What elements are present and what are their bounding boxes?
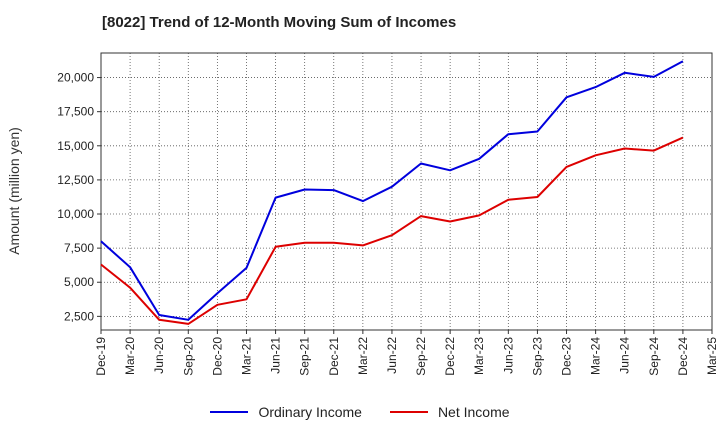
series-line-net-income xyxy=(100,136,684,325)
y-tick-label: 17,500 xyxy=(57,105,94,119)
x-tick-label: Dec-21 xyxy=(327,337,341,376)
x-tick-label: Dec-20 xyxy=(210,337,224,376)
x-tick-label: Sep-20 xyxy=(181,337,195,376)
x-tick-label: Mar-20 xyxy=(123,337,137,375)
axis-layer: Dec-19 Mar-20 Jun-20 Sep-20 Dec-20 Mar-21 Jun-… xyxy=(57,52,719,376)
x-tick-label: Sep-22 xyxy=(414,337,428,376)
x-tick-label: Mar-24 xyxy=(589,337,603,375)
x-tick-label: Dec-23 xyxy=(560,337,574,376)
chart-title: [8022] Trend of 12-Month Moving Sum of I… xyxy=(102,14,457,31)
legend-label-net-income: Net Income xyxy=(437,404,510,420)
x-tick-label: Dec-19 xyxy=(94,337,108,376)
series-line-ordinary-income xyxy=(100,60,684,321)
legend-label-ordinary-income: Ordinary Income xyxy=(258,404,362,420)
x-tick-label: Sep-24 xyxy=(647,337,661,376)
x-tick-label: Jun-20 xyxy=(152,337,166,374)
y-tick-label: 12,500 xyxy=(57,173,94,187)
x-tick-label: Jun-21 xyxy=(269,337,283,374)
grid-layer xyxy=(101,53,712,330)
x-tick-label: Sep-21 xyxy=(298,337,312,376)
legend-item-ordinary-income: Ordinary Income xyxy=(210,404,362,420)
series-layer xyxy=(100,60,684,325)
legend: Ordinary Income Net Income xyxy=(0,404,720,420)
x-tick-label: Jun-22 xyxy=(385,337,399,374)
x-tick-label: Jun-24 xyxy=(618,337,632,374)
x-tick-label: Jun-23 xyxy=(501,337,515,374)
legend-swatch-ordinary-income xyxy=(210,411,249,413)
x-tick-label: Dec-24 xyxy=(676,337,690,376)
y-tick-label: 20,000 xyxy=(57,71,94,85)
plot-frame xyxy=(100,52,713,331)
x-tick-label: Mar-23 xyxy=(472,337,486,375)
y-axis-title: Amount (million yen) xyxy=(6,127,22,255)
x-tick-label: Sep-23 xyxy=(530,337,544,376)
y-tick-label: 2,500 xyxy=(64,309,94,323)
y-tick-label: 15,000 xyxy=(57,139,94,153)
x-tick-label: Dec-22 xyxy=(443,337,457,376)
y-tick-label: 7,500 xyxy=(64,241,94,255)
y-tick-label: 10,000 xyxy=(57,207,94,221)
y-tick-label: 5,000 xyxy=(64,275,94,289)
x-tick-label: Mar-25 xyxy=(705,337,719,375)
legend-item-net-income: Net Income xyxy=(389,404,510,420)
x-tick-label: Mar-21 xyxy=(239,337,253,375)
x-tick-label: Mar-22 xyxy=(356,337,370,375)
legend-swatch-net-income xyxy=(389,411,428,413)
